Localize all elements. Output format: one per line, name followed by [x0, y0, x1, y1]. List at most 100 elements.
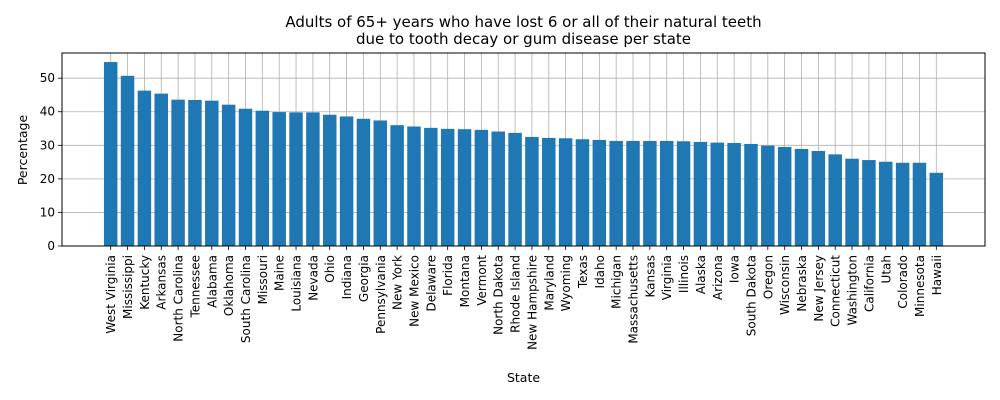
x-tick-label: Colorado: [896, 255, 910, 309]
x-tick-label: Arizona: [711, 255, 725, 300]
x-tick-label: Nebraska: [795, 255, 809, 312]
x-tick-label: Maryland: [542, 255, 556, 311]
bar-illinois: [676, 141, 691, 246]
bar-idaho: [592, 139, 607, 246]
bar-kentucky: [137, 90, 152, 246]
x-tick-label: Kentucky: [138, 255, 152, 310]
bar-michigan: [609, 140, 623, 246]
y-tick-label: 0: [47, 239, 55, 253]
bar-mississippi: [120, 75, 135, 247]
x-tick-label: North Carolina: [172, 255, 186, 342]
x-tick-label: Rhode Island: [509, 255, 523, 333]
bar-new-mexico: [407, 126, 421, 246]
bar-nebraska: [794, 148, 809, 246]
x-tick-label: Mississippi: [121, 255, 135, 319]
x-tick-label: Connecticut: [829, 255, 843, 327]
x-tick-label: Virginia: [660, 255, 674, 300]
x-tick-label: Louisiana: [290, 255, 304, 312]
x-tick-label: New Hampshire: [525, 255, 539, 350]
bar-arizona: [710, 142, 725, 246]
bar-south-dakota: [744, 143, 758, 246]
bar-washington: [845, 158, 859, 246]
x-tick-label: Alabama: [205, 255, 219, 308]
x-tick-label: West Virginia: [104, 255, 118, 334]
x-tick-label: Texas: [576, 255, 590, 289]
bar-oregon: [761, 145, 775, 246]
bar-wisconsin: [777, 146, 792, 246]
bar-rhode-island: [508, 132, 522, 246]
bar-oklahoma: [221, 104, 236, 247]
bar-alaska: [693, 141, 708, 246]
x-tick-label: Minnesota: [913, 255, 927, 317]
y-tick-label: 20: [40, 172, 55, 186]
bar-florida: [440, 128, 455, 246]
bar-delaware: [424, 127, 438, 246]
x-tick-label: Oklahoma: [222, 255, 236, 316]
bar-virginia: [659, 140, 674, 246]
x-tick-label: Missouri: [256, 255, 270, 304]
bar-maine: [272, 112, 286, 246]
x-tick-label: Massachusetts: [627, 255, 641, 344]
x-tick-label: Delaware: [424, 255, 438, 312]
y-tick-label: 50: [40, 71, 55, 85]
x-tick-label: Iowa: [728, 255, 742, 283]
x-tick-label: Pennsylvania: [374, 255, 388, 334]
bar-connecticut: [828, 154, 842, 246]
bar-montana: [457, 129, 472, 246]
bar-new-hampshire: [525, 136, 539, 246]
bar-texas: [575, 139, 590, 246]
bar-iowa: [727, 142, 741, 246]
x-tick-label: North Dakota: [492, 255, 506, 335]
bar-arkansas: [154, 93, 168, 246]
x-tick-label: New York: [391, 255, 405, 310]
bar-west-virginia: [103, 62, 118, 246]
bar-kansas: [643, 140, 657, 246]
x-tick-label: New Jersey: [812, 255, 826, 322]
bar-nevada: [306, 112, 320, 246]
x-tick-label: Wyoming: [559, 255, 573, 311]
x-tick-label: Hawaii: [930, 255, 944, 295]
x-tick-label: California: [862, 255, 876, 312]
chart-title: Adults of 65+ years who have lost 6 or a…: [285, 13, 761, 48]
x-tick-label: Washington: [846, 255, 860, 326]
bar-georgia: [356, 118, 371, 246]
bar-indiana: [339, 116, 354, 246]
x-axis: West Virginia Mississippi Kentucky Arkansas…: [104, 246, 944, 350]
plot-frame: [61, 52, 986, 247]
bar-alabama: [205, 100, 219, 247]
y-tick-label: 30: [40, 138, 55, 152]
x-tick-label: Wisconsin: [778, 255, 792, 315]
bar-pennsylvania: [373, 120, 388, 246]
bar-maryland: [542, 137, 556, 246]
x-tick-label: Michigan: [610, 255, 624, 309]
x-tick-label: Vermont: [475, 255, 489, 306]
y-tick-label: 40: [40, 105, 55, 119]
x-tick-label: Ohio: [323, 255, 337, 283]
x-tick-label: Florida: [441, 255, 455, 296]
x-tick-label: South Dakota: [744, 255, 758, 336]
x-tick-label: New Mexico: [407, 255, 421, 327]
x-tick-label: Georgia: [357, 255, 371, 302]
bar-south-carolina: [238, 108, 253, 246]
y-tick-label: 10: [40, 205, 55, 219]
bar-utah: [879, 161, 893, 246]
bar-vermont: [474, 129, 489, 246]
bars: [103, 62, 944, 247]
bar-north-dakota: [491, 131, 505, 246]
x-tick-label: Oregon: [761, 255, 775, 299]
x-axis-label: State: [507, 370, 540, 385]
bar-ohio: [322, 114, 337, 246]
bar-louisiana: [289, 112, 303, 246]
bar-massachusetts: [626, 140, 640, 246]
x-tick-label: Alaska: [694, 255, 708, 294]
x-tick-label: Utah: [879, 255, 893, 283]
x-tick-label: Arkansas: [155, 255, 169, 310]
x-tick-label: Idaho: [593, 255, 607, 288]
bar-new-jersey: [811, 151, 826, 246]
x-tick-label: Indiana: [340, 255, 354, 299]
x-tick-label: Kansas: [643, 255, 657, 297]
x-tick-label: South Carolina: [239, 255, 253, 343]
bar-tennessee: [188, 99, 202, 246]
bar-north-carolina: [171, 99, 185, 246]
